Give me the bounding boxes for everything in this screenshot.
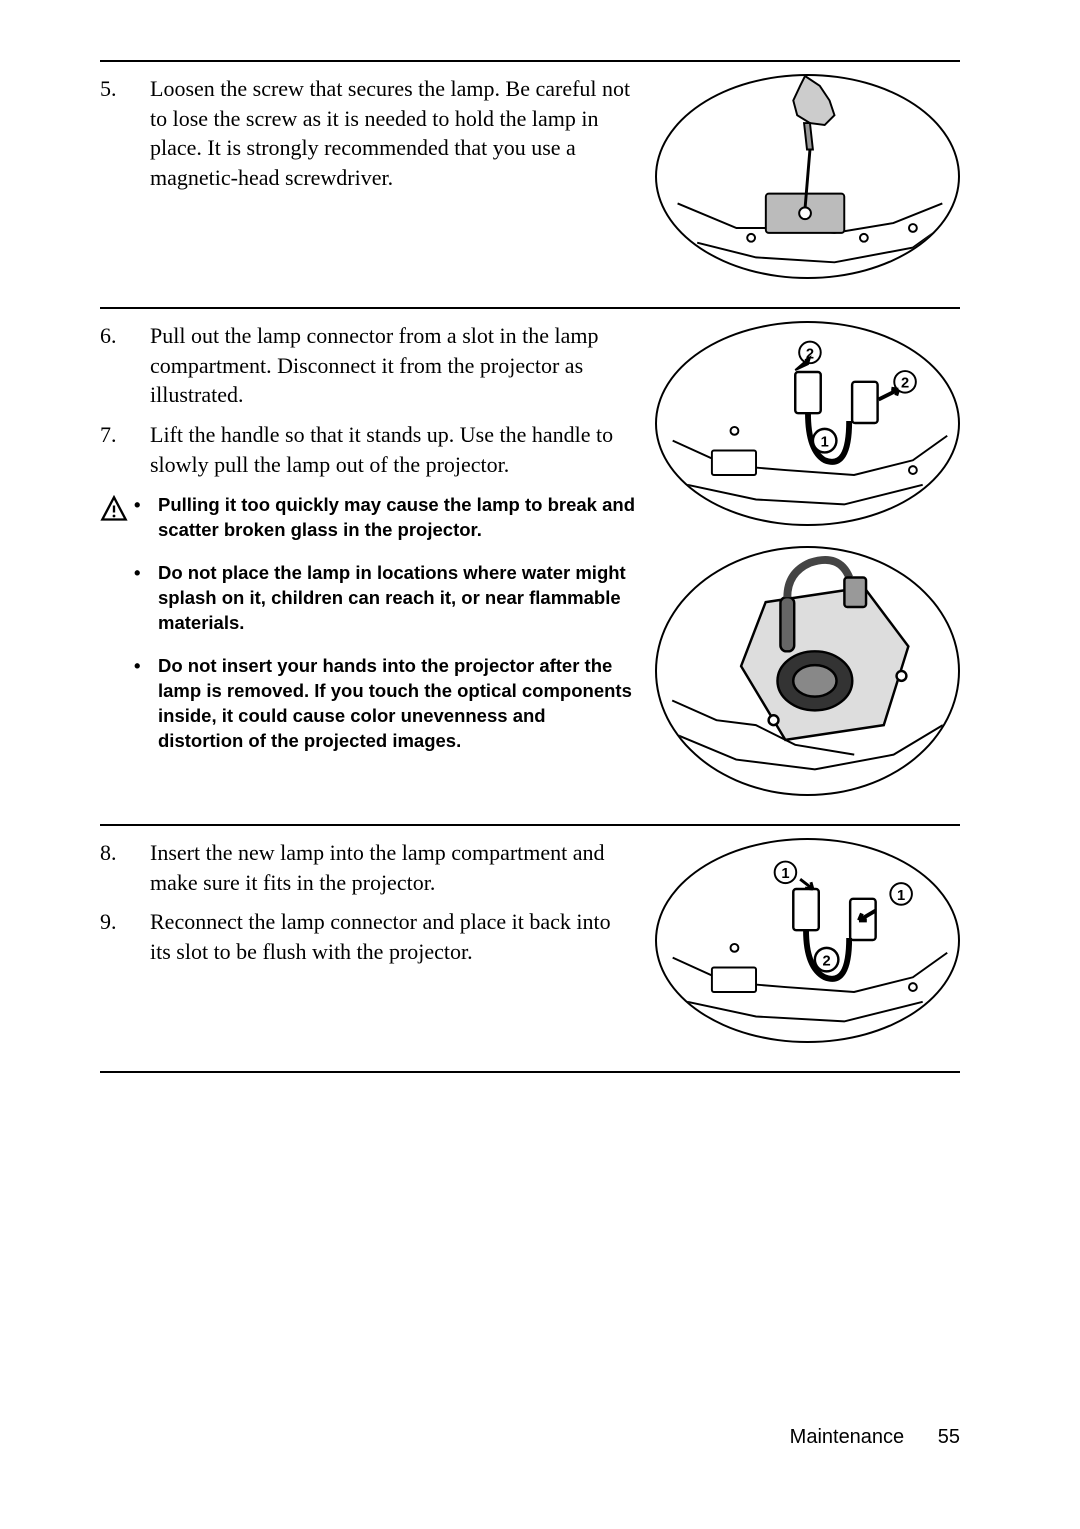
text-column: 8. Insert the new lamp into the lamp com… <box>100 838 635 977</box>
warning-item: • Do not insert your hands into the proj… <box>134 654 635 754</box>
footer-page-number: 55 <box>938 1426 960 1448</box>
step-text: Reconnect the lamp connector and place i… <box>150 907 635 966</box>
step-item: 7. Lift the handle so that it stands up.… <box>100 420 635 479</box>
step-text: Lift the handle so that it stands up. Us… <box>150 420 635 479</box>
step-item: 8. Insert the new lamp into the lamp com… <box>100 838 635 897</box>
warning-item: • Do not place the lamp in locations whe… <box>134 561 635 636</box>
svg-text:2: 2 <box>901 376 909 392</box>
text-column: 5. Loosen the screw that secures the lam… <box>100 74 635 203</box>
bullet: • <box>134 493 158 543</box>
svg-text:1: 1 <box>821 435 829 451</box>
step-number: 9. <box>100 907 150 966</box>
svg-text:1: 1 <box>897 888 905 904</box>
warning-text: Do not insert your hands into the projec… <box>158 654 635 754</box>
step-list: 6. Pull out the lamp connector from a sl… <box>100 321 635 479</box>
illustration-column: 2 1 1 <box>655 838 960 1043</box>
step-item: 5. Loosen the screw that secures the lam… <box>100 74 635 193</box>
step-list: 5. Loosen the screw that secures the lam… <box>100 74 635 193</box>
bullet: • <box>134 561 158 636</box>
warning-list: • Pulling it too quickly may cause the l… <box>134 493 635 772</box>
bottom-rule <box>100 1071 960 1073</box>
svg-text:2: 2 <box>823 954 831 970</box>
step-item: 6. Pull out the lamp connector from a sl… <box>100 321 635 410</box>
step-text: Pull out the lamp connector from a slot … <box>150 321 635 410</box>
step-text: Insert the new lamp into the lamp compar… <box>150 838 635 897</box>
section-step-5: 5. Loosen the screw that secures the lam… <box>100 60 960 299</box>
illustration-screwdriver <box>655 74 960 279</box>
page-footer: Maintenance 55 <box>790 1426 960 1449</box>
step-item: 9. Reconnect the lamp connector and plac… <box>100 907 635 966</box>
illustration-column: 1 2 2 <box>655 321 960 796</box>
warning-text: Do not place the lamp in locations where… <box>158 561 635 636</box>
svg-text:1: 1 <box>781 866 789 882</box>
step-number: 7. <box>100 420 150 479</box>
illustration-disconnect: 1 2 2 <box>655 321 960 526</box>
step-list: 8. Insert the new lamp into the lamp com… <box>100 838 635 967</box>
warning-block: • Pulling it too quickly may cause the l… <box>100 493 635 772</box>
text-column: 6. Pull out the lamp connector from a sl… <box>100 321 635 772</box>
illustration-insert-lamp: 2 1 1 <box>655 838 960 1043</box>
footer-section: Maintenance <box>790 1426 905 1448</box>
step-number: 5. <box>100 74 150 193</box>
step-text: Loosen the screw that secures the lamp. … <box>150 74 635 193</box>
illustration-remove-lamp <box>655 546 960 796</box>
warning-item: • Pulling it too quickly may cause the l… <box>134 493 635 543</box>
warning-text: Pulling it too quickly may cause the lam… <box>158 493 635 543</box>
bullet: • <box>134 654 158 754</box>
section-steps-8-9: 8. Insert the new lamp into the lamp com… <box>100 824 960 1063</box>
step-number: 8. <box>100 838 150 897</box>
section-steps-6-7: 6. Pull out the lamp connector from a sl… <box>100 307 960 816</box>
step-number: 6. <box>100 321 150 410</box>
caution-icon <box>100 495 128 523</box>
illustration-column <box>655 74 960 279</box>
